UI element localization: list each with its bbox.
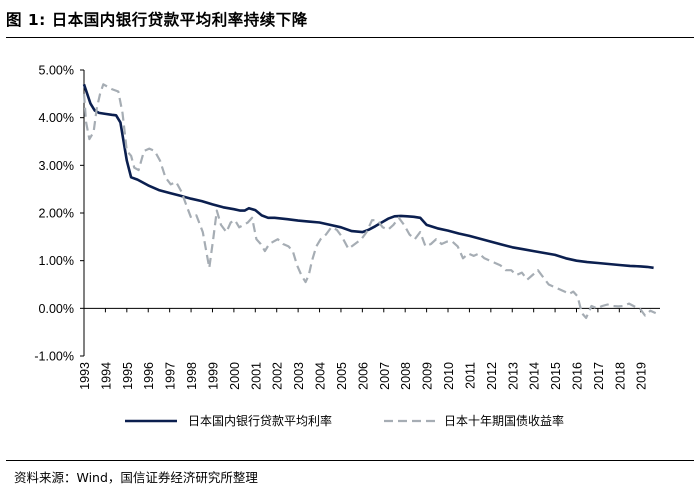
x-tick-label: 1999: [206, 362, 220, 390]
y-tick-label: 1.00%: [39, 254, 74, 268]
x-axis-labels: 1993 1994 1995 1996 1997 1998 1999 2000 2001 2002…: [78, 362, 649, 390]
y-tick-label: 0.00%: [39, 302, 74, 316]
y-tick-label: 5.00%: [39, 64, 74, 78]
figure-title-bar: 图 1: 日本国内银行贷款平均利率持续下降: [6, 4, 694, 34]
x-tick-label: 1998: [185, 362, 199, 390]
x-tick-label: 2007: [378, 362, 392, 390]
x-tick-label: 2002: [271, 362, 285, 390]
x-tick-label: 2015: [549, 362, 563, 390]
chart-series: [82, 83, 657, 319]
y-tick-label: 2.00%: [39, 207, 74, 221]
x-tick-label: 2005: [335, 362, 349, 390]
chart-axes: [80, 69, 660, 357]
x-tick-label: 1997: [164, 362, 178, 390]
x-tick-label: 2018: [613, 362, 627, 390]
x-tick-label: 2004: [314, 362, 328, 390]
x-tick-label: 1995: [121, 362, 135, 390]
x-tick-label: 1994: [99, 362, 113, 390]
x-tick-label: 2000: [228, 362, 242, 390]
x-tick-label: 2008: [399, 362, 413, 390]
legend-label-loan-rate: 日本国内银行贷款平均利率: [188, 413, 332, 428]
x-tick-label: 2011: [463, 362, 477, 389]
x-tick-label: 2017: [592, 362, 606, 390]
x-tick-label: 2003: [292, 362, 306, 390]
y-axis-labels: 5.00% 4.00% 3.00% 2.00% 1.00% 0.00% -1.00%: [34, 64, 74, 364]
loan-rate-line: [82, 83, 654, 270]
legend-label-jgb-yield: 日本十年期国债收益率: [444, 413, 564, 428]
x-tick-label: 1993: [78, 362, 92, 390]
figure-title: 图 1: 日本国内银行贷款平均利率持续下降: [6, 11, 308, 29]
x-tick-label: 2009: [421, 362, 435, 390]
x-tick-label: 2013: [506, 362, 520, 390]
x-tick-label: 2014: [528, 362, 542, 390]
x-tick-label: 2019: [635, 362, 649, 390]
y-tick-label: 3.00%: [39, 159, 74, 173]
y-tick-label: 4.00%: [39, 111, 74, 125]
y-tick-label: -1.00%: [34, 350, 74, 364]
x-tick-label: 2010: [442, 362, 456, 390]
x-tick-label: 2016: [570, 362, 584, 390]
bottom-rule: [6, 460, 694, 461]
x-tick-label: 1996: [142, 362, 156, 390]
x-tick-label: 2006: [356, 362, 370, 390]
x-tick-label: 2001: [249, 362, 263, 390]
top-rule: [6, 37, 694, 38]
x-tick-label: 2012: [485, 362, 499, 390]
jgb-yield-line: [82, 83, 657, 319]
source-note: 资料来源：Wind，国信证券经济研究所整理: [14, 470, 258, 485]
chart-legend: 日本国内银行贷款平均利率 日本十年期国债收益率: [125, 413, 564, 428]
